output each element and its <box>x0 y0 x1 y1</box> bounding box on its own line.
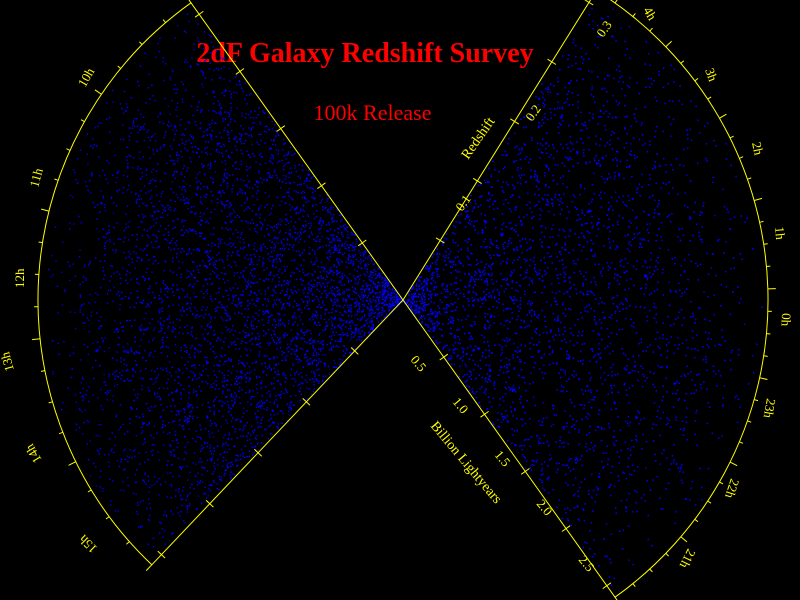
ra-tick <box>66 148 71 151</box>
ra-tick <box>747 177 752 180</box>
ra-tick <box>87 489 92 493</box>
ra-tick <box>54 178 59 181</box>
ra-label-3h: 3h <box>702 66 721 84</box>
ra-label-21h: 21h <box>677 547 699 572</box>
ra-label-22h: 22h <box>722 477 742 501</box>
distance-tick-2.5: 2.5 <box>576 552 598 574</box>
ngp-wedge-outline <box>37 2 404 566</box>
radial-tick <box>435 237 445 244</box>
radial-tick <box>254 448 263 457</box>
ra-tick <box>40 370 46 372</box>
ra-tick <box>126 541 130 545</box>
redshift-axis-label: Redshift <box>459 115 499 163</box>
radial-tick <box>157 550 166 559</box>
ra-tick <box>665 552 669 557</box>
radial-tick <box>194 10 204 18</box>
radial-tick <box>602 582 612 590</box>
ra-tick <box>694 518 699 523</box>
ra-tick <box>763 355 768 357</box>
ra-tick <box>632 13 636 17</box>
distance-tick-0.5: 0.5 <box>408 352 430 374</box>
radial-tick <box>317 182 326 190</box>
ra-tick <box>707 500 712 504</box>
ra-tick <box>759 220 764 223</box>
radial-tick <box>561 525 571 532</box>
ra-tick <box>41 208 50 212</box>
ra-tick <box>80 119 85 123</box>
ra-tick <box>719 481 724 485</box>
radial-tick <box>584 0 594 6</box>
ra-tick <box>739 441 744 444</box>
ra-tick <box>739 156 744 159</box>
page-title: 2dF Galaxy Redshift Survey <box>196 38 534 69</box>
ra-tick <box>665 40 672 48</box>
radial-tick <box>357 239 367 247</box>
ra-tick <box>32 338 41 341</box>
ra-tick <box>729 135 734 139</box>
galaxy-points <box>48 8 763 586</box>
radial-tick <box>205 499 214 508</box>
ra-tick <box>105 516 110 520</box>
ra-label-12h: 12h <box>12 268 27 288</box>
radial-tick <box>510 118 520 125</box>
ra-tick <box>145 564 153 571</box>
survey-wedges <box>37 0 769 598</box>
radial-tick <box>276 125 286 132</box>
ra-tick <box>38 241 43 244</box>
ra-label-11h: 11h <box>26 166 46 189</box>
ra-tick <box>759 377 768 380</box>
ra-tick <box>58 431 63 435</box>
radial-tick <box>302 398 311 406</box>
radial-tick <box>480 410 489 418</box>
ra-label-14h: 14h <box>22 441 45 466</box>
ra-tick <box>614 596 618 600</box>
radial-tick <box>235 68 245 75</box>
ra-tick <box>754 399 759 402</box>
ra-tick <box>719 113 727 119</box>
radial-tick <box>439 353 449 361</box>
radial-tick <box>547 58 557 65</box>
ra-label-23h: 23h <box>761 397 779 419</box>
ra-tick <box>632 583 636 588</box>
ra-tick <box>188 0 192 4</box>
ra-tick <box>48 401 53 404</box>
ra-tick <box>763 243 768 245</box>
axis-ticks <box>32 0 776 600</box>
redshift-tick-0.2: 0.2 <box>522 102 544 124</box>
ra-label-2h: 2h <box>749 141 766 157</box>
ra-tick <box>614 0 618 4</box>
ra-tick <box>117 65 122 69</box>
page-subtitle: 100k Release <box>313 100 432 125</box>
ra-tick <box>162 19 167 24</box>
ra-tick <box>754 197 763 201</box>
ra-tick <box>680 60 685 64</box>
distance-tick-1.0: 1.0 <box>450 394 472 416</box>
distance-tick-2.0: 2.0 <box>534 496 556 518</box>
radial-tick <box>472 177 482 185</box>
ra-tick <box>139 41 143 45</box>
ra-tick <box>94 89 102 95</box>
ra-tick <box>694 78 699 82</box>
ra-label-10h: 10h <box>75 65 98 90</box>
ra-label-15h: 15h <box>75 532 100 557</box>
distance-axis-label: Billion Lightyears <box>427 419 504 507</box>
radial-tick <box>520 468 530 475</box>
ra-tick <box>707 96 712 100</box>
ra-tick <box>649 568 653 573</box>
ra-label-13h: 13h <box>0 350 17 373</box>
ra-tick <box>729 461 738 467</box>
ra-label-1h: 1h <box>772 226 788 241</box>
ra-tick <box>649 27 653 32</box>
ra-label-0h: 0h <box>779 313 794 327</box>
ra-label-4h: 4h <box>640 4 660 23</box>
radial-tick <box>350 347 359 355</box>
ra-tick <box>680 536 688 543</box>
ra-tick <box>747 420 752 423</box>
ra-tick <box>68 461 77 466</box>
